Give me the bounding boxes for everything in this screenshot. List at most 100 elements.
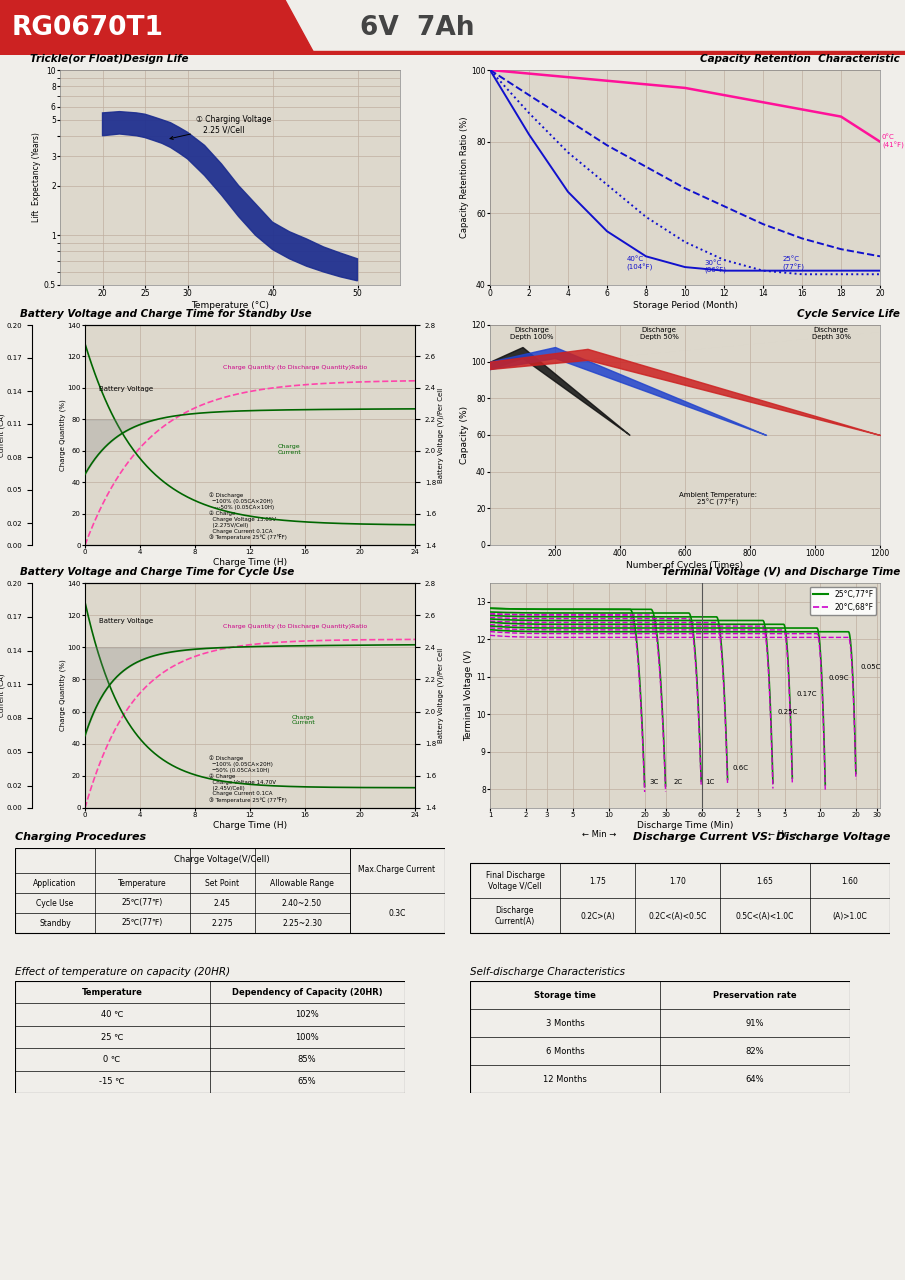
Text: Charge Quantity (to Discharge Quantity)Ratio: Charge Quantity (to Discharge Quantity)R… [223,623,367,628]
Text: Charge Quantity (to Discharge Quantity)Ratio: Charge Quantity (to Discharge Quantity)R… [223,365,367,370]
Text: Cycle Service Life: Cycle Service Life [797,308,900,319]
Text: 6V  7Ah: 6V 7Ah [360,15,474,41]
Text: Discharge Current VS. Discharge Voltage: Discharge Current VS. Discharge Voltage [633,832,890,842]
Text: 0.25C: 0.25C [777,709,797,716]
Text: Effect of temperature on capacity (20HR): Effect of temperature on capacity (20HR) [15,966,230,977]
Text: RG0670T1: RG0670T1 [12,15,164,41]
Text: 2.40~2.50: 2.40~2.50 [282,899,322,908]
Text: 25℃(77℉): 25℃(77℉) [121,919,163,928]
Text: (A)>1.0C: (A)>1.0C [833,911,867,920]
Text: Charging Procedures: Charging Procedures [15,832,146,842]
Polygon shape [0,0,315,55]
Text: 30°C
(86°F): 30°C (86°F) [704,260,727,274]
X-axis label: Temperature (°C): Temperature (°C) [191,301,269,310]
Text: Charge
Current: Charge Current [278,444,301,454]
Text: Cycle Use: Cycle Use [36,899,73,908]
Y-axis label: Charge Quantity (%): Charge Quantity (%) [60,659,66,731]
Text: 0°C
(41°F): 0°C (41°F) [882,134,904,148]
Text: 0 ℃: 0 ℃ [103,1055,120,1064]
Text: Self-discharge Characteristics: Self-discharge Characteristics [470,966,625,977]
Text: 2.45: 2.45 [214,899,231,908]
Bar [15,847,445,933]
Text: 0.6C: 0.6C [733,765,748,772]
Text: Max.Charge Current: Max.Charge Current [358,865,435,874]
Text: Ambient Temperature:
25°C (77°F): Ambient Temperature: 25°C (77°F) [679,492,757,506]
Text: Preservation rate: Preservation rate [713,991,796,1000]
Text: Storage time: Storage time [534,991,595,1000]
Y-axis label: Battery Voltage (V)/Per Cell: Battery Voltage (V)/Per Cell [437,388,443,483]
Y-axis label: Capacity Retention Ratio (%): Capacity Retention Ratio (%) [460,116,469,238]
Legend: 25°C,77°F, 20°C,68°F: 25°C,77°F, 20°C,68°F [810,586,876,614]
Text: 40 ℃: 40 ℃ [100,1010,123,1019]
Text: 91%: 91% [746,1019,764,1028]
Text: 0.2C<(A)<0.5C: 0.2C<(A)<0.5C [648,911,707,920]
Text: 40°C
(104°F): 40°C (104°F) [626,256,653,270]
Text: 64%: 64% [746,1074,765,1083]
Text: Temperature: Temperature [118,878,167,887]
Text: Application: Application [33,878,77,887]
Text: Discharge
Depth 30%: Discharge Depth 30% [812,326,851,339]
Text: Temperature: Temperature [81,988,142,997]
Text: Discharge
Current(A): Discharge Current(A) [495,906,535,925]
Text: Terminal Voltage (V) and Discharge Time: Terminal Voltage (V) and Discharge Time [662,567,900,577]
Text: 65%: 65% [298,1078,317,1087]
Text: 0.5C<(A)<1.0C: 0.5C<(A)<1.0C [736,911,795,920]
Text: 100%: 100% [295,1033,319,1042]
Text: Battery Voltage and Charge Time for Cycle Use: Battery Voltage and Charge Time for Cycl… [20,567,294,577]
X-axis label: Number of Cycles (Times): Number of Cycles (Times) [626,561,744,570]
Y-axis label: Capacity (%): Capacity (%) [460,406,469,465]
Text: 2.25~2.30: 2.25~2.30 [282,919,322,928]
Text: ① Charging Voltage
   2.25 V/Cell: ① Charging Voltage 2.25 V/Cell [170,115,272,140]
Text: 3C: 3C [650,778,659,785]
Text: 3 Months: 3 Months [546,1019,585,1028]
Polygon shape [102,111,357,280]
Text: 85%: 85% [298,1055,317,1064]
Y-axis label: Charge Quantity (%): Charge Quantity (%) [60,399,66,471]
Text: 2.275: 2.275 [211,919,233,928]
Text: Capacity Retention  Characteristic: Capacity Retention Characteristic [700,54,900,64]
Text: ← Min →: ← Min → [582,831,616,840]
Text: 1C: 1C [706,778,715,785]
Text: 25 ℃: 25 ℃ [100,1033,123,1042]
Y-axis label: Charge
Current (CA): Charge Current (CA) [0,673,5,717]
Text: 102%: 102% [295,1010,319,1019]
Text: 1.65: 1.65 [757,877,774,886]
Text: Trickle(or Float)Design Life: Trickle(or Float)Design Life [30,54,188,64]
Y-axis label: Battery Voltage (V)/Per Cell: Battery Voltage (V)/Per Cell [437,648,443,744]
Text: Battery Voltage and Charge Time for Standby Use: Battery Voltage and Charge Time for Stan… [20,308,311,319]
Text: Battery Voltage: Battery Voltage [99,618,153,625]
Text: 1.75: 1.75 [589,877,606,886]
Text: Battery Voltage: Battery Voltage [99,387,153,392]
Text: ① Discharge
  ─100% (0.05CA×20H)
  ─50% (0.05CA×10H)
② Charge
  Charge Voltage 1: ① Discharge ─100% (0.05CA×20H) ─50% (0.0… [209,755,287,803]
Text: Charge Voltage(V/Cell): Charge Voltage(V/Cell) [174,855,270,864]
X-axis label: Charge Time (H): Charge Time (H) [213,820,287,829]
Text: ① Discharge
  ─100% (0.05CA×20H)
  ----50% (0.05CA×10H)
② Charge
  Charge Voltag: ① Discharge ─100% (0.05CA×20H) ----50% (… [209,493,287,540]
Text: 0.05C: 0.05C [861,664,881,671]
Text: 0.2C>(A): 0.2C>(A) [580,911,614,920]
Text: 12 Months: 12 Months [543,1074,587,1083]
Text: 0.09C: 0.09C [828,676,849,681]
Text: -15 ℃: -15 ℃ [100,1078,125,1087]
Text: 1.70: 1.70 [669,877,686,886]
Text: 82%: 82% [746,1047,765,1056]
Text: 0.17C: 0.17C [797,690,817,696]
X-axis label: Discharge Time (Min): Discharge Time (Min) [637,820,733,829]
Text: Charge
Current: Charge Current [291,714,315,726]
Text: Final Discharge
Voltage V/Cell: Final Discharge Voltage V/Cell [486,872,545,891]
Y-axis label: Terminal Voltage (V): Terminal Voltage (V) [464,650,473,741]
Text: 6 Months: 6 Months [546,1047,585,1056]
Y-axis label: Charge
Current (CA): Charge Current (CA) [0,413,5,457]
X-axis label: Storage Period (Month): Storage Period (Month) [633,301,738,310]
Text: Discharge
Depth 100%: Discharge Depth 100% [510,326,554,339]
Text: Allowable Range: Allowable Range [270,878,334,887]
Text: ← Hr →: ← Hr → [768,831,797,840]
Text: Standby: Standby [39,919,71,928]
Polygon shape [0,51,905,55]
Y-axis label: Lift  Expectancy (Years): Lift Expectancy (Years) [32,133,41,223]
Text: 25°C
(77°F): 25°C (77°F) [783,256,805,270]
Text: 1.60: 1.60 [842,877,859,886]
Text: 0.3C: 0.3C [388,909,405,918]
Text: Set Point: Set Point [205,878,239,887]
Text: 25℃(77℉): 25℃(77℉) [121,899,163,908]
X-axis label: Charge Time (H): Charge Time (H) [213,558,287,567]
